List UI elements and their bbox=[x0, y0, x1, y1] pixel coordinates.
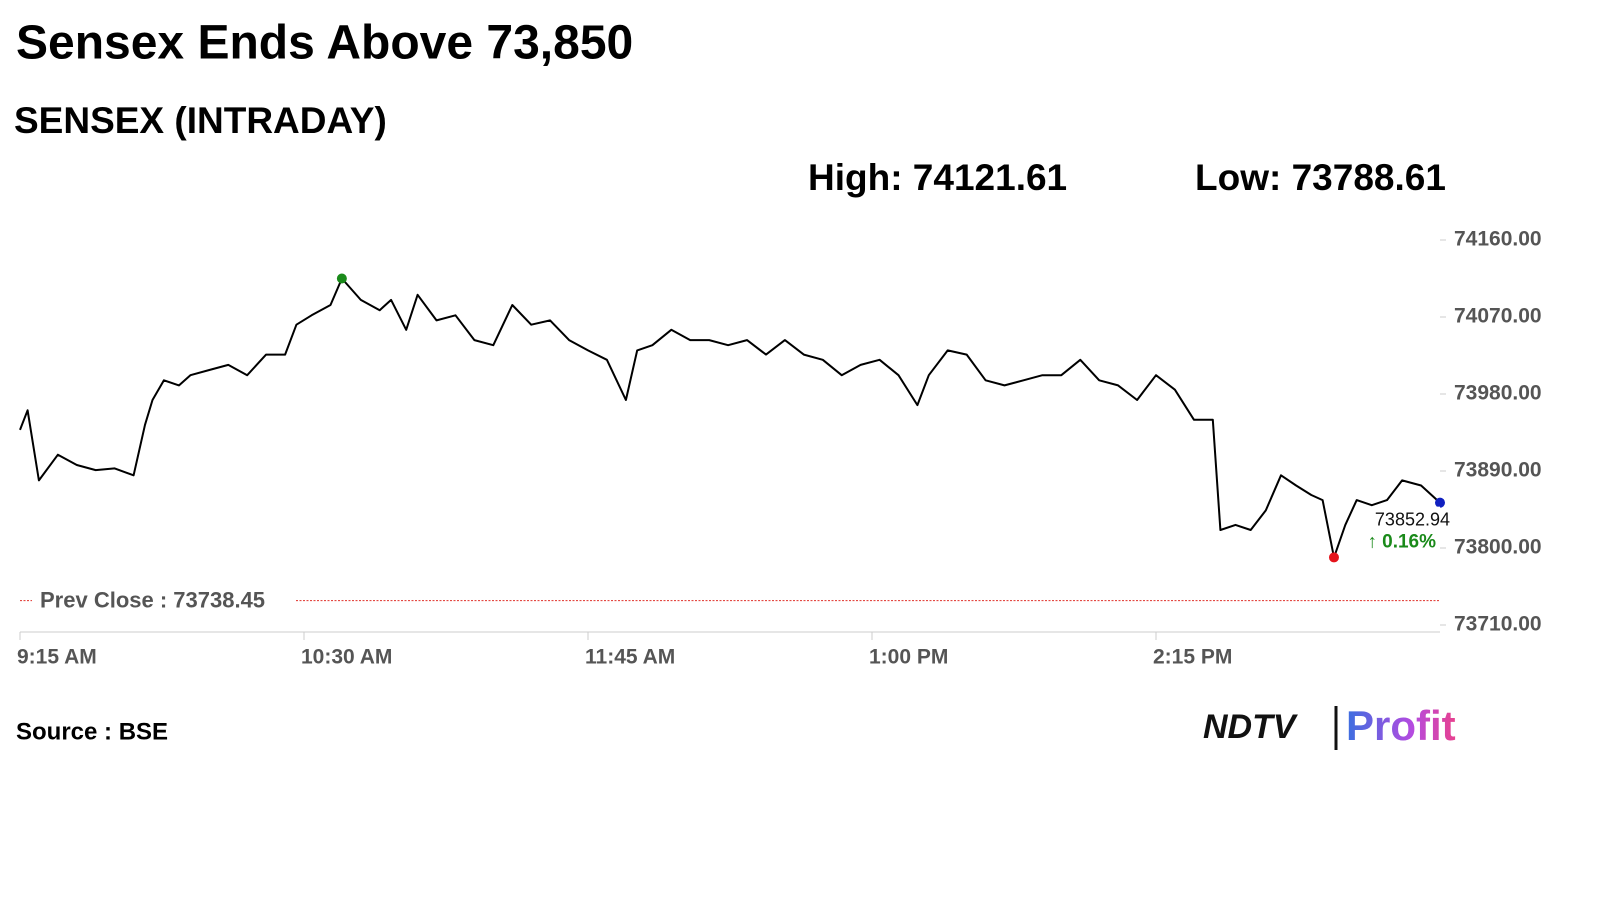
y-tick-label: 73890.00 bbox=[1454, 459, 1542, 482]
x-tick-label: 9:15 AM bbox=[17, 646, 97, 669]
y-tick-label: 74070.00 bbox=[1454, 305, 1542, 328]
logo-profit: Profit bbox=[1346, 702, 1456, 749]
low-text: Low: 73788.61 bbox=[1195, 157, 1446, 198]
prev-close-label: Prev Close : 73738.45 bbox=[40, 587, 265, 612]
x-tick-label: 10:30 AM bbox=[301, 646, 392, 669]
x-tick-label: 11:45 AM bbox=[585, 646, 675, 669]
y-tick-label: 73980.00 bbox=[1454, 382, 1542, 405]
chart-subtitle: SENSEX (INTRADAY) bbox=[14, 100, 387, 141]
last-marker bbox=[1435, 497, 1445, 508]
last-value-label: 73852.94 bbox=[1375, 509, 1450, 529]
y-tick-label: 74160.00 bbox=[1454, 228, 1542, 251]
high-marker bbox=[336, 273, 347, 284]
y-tick-label: 73800.00 bbox=[1454, 536, 1542, 559]
x-tick-label: 1:00 PM bbox=[869, 646, 948, 669]
low-marker bbox=[1328, 552, 1339, 563]
logo-ndtv: NDTV bbox=[1203, 708, 1299, 746]
price-line bbox=[19, 277, 1441, 559]
chart-title: Sensex Ends Above 73,850 bbox=[16, 17, 633, 70]
source: Source : BSE bbox=[16, 718, 168, 745]
high-text: High: 74121.61 bbox=[808, 157, 1067, 198]
last-label-bg bbox=[1356, 506, 1440, 557]
change-label: ↑ 0.16% bbox=[1367, 532, 1436, 553]
x-tick-label: 2:15 PM bbox=[1153, 646, 1232, 669]
y-tick-label: 73710.00 bbox=[1454, 613, 1542, 636]
